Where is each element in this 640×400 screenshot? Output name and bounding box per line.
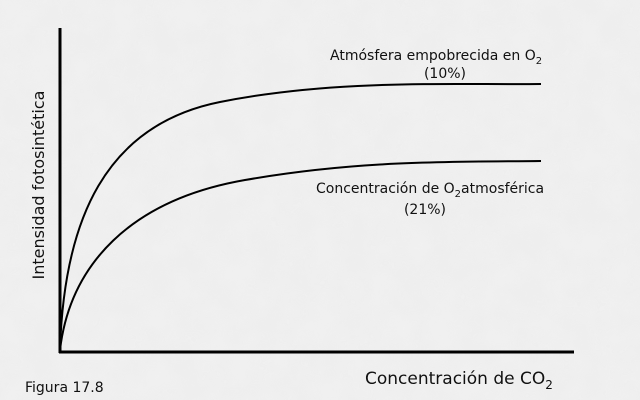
curve-label: Atmósfera empobrecida en O2 xyxy=(330,48,542,67)
curve-label: Concentración de O2atmosférica xyxy=(316,181,544,200)
label-subscript: 2 xyxy=(455,189,461,200)
figure-label: Figura 17.8 xyxy=(25,380,104,396)
label-text: Atmósfera empobrecida en O xyxy=(330,48,536,64)
label-text: atmosférica xyxy=(461,181,544,197)
curve-21 xyxy=(59,160,542,351)
curve-10 xyxy=(59,82,542,351)
curve-percent: (10%) xyxy=(424,66,466,82)
label-text: Concentración de O xyxy=(316,181,455,197)
y-axis-label: Intensidad fotosintética xyxy=(29,91,48,280)
x-axis-label: Concentración de CO2 xyxy=(365,369,553,392)
label-text: Concentración de CO xyxy=(365,369,545,389)
label-subscript: 2 xyxy=(545,378,553,392)
label-subscript: 2 xyxy=(536,56,542,67)
curve-percent: (21%) xyxy=(404,202,446,218)
